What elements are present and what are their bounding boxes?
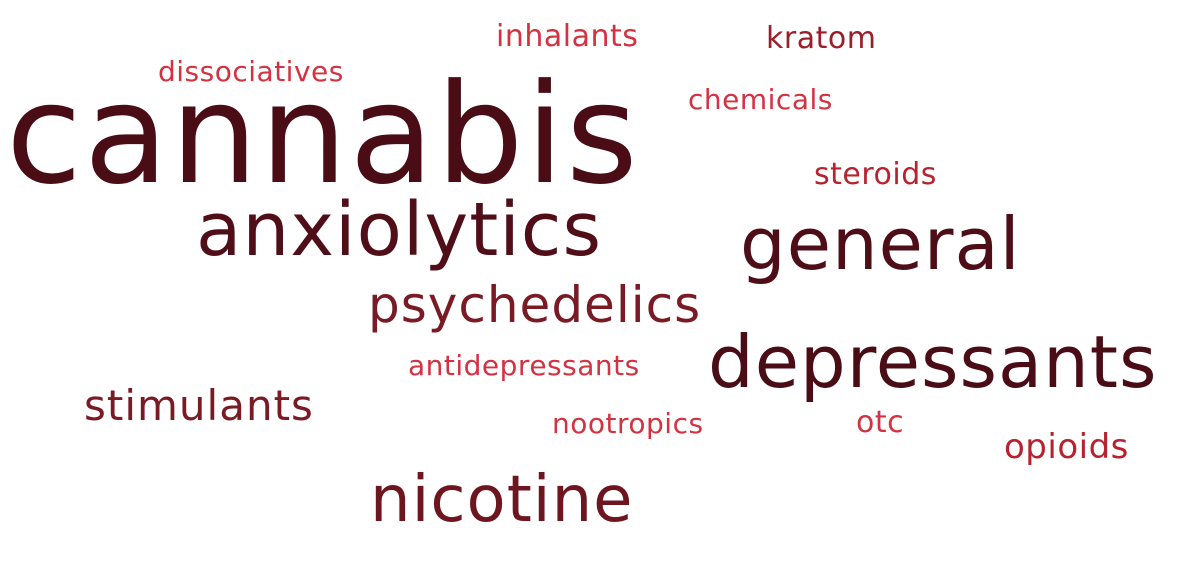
word-general: general bbox=[740, 202, 1021, 286]
word-depressants: depressants bbox=[708, 320, 1158, 404]
word-opioids: opioids bbox=[1004, 427, 1129, 467]
word-steroids: steroids bbox=[814, 157, 937, 192]
word-inhalants: inhalants bbox=[496, 19, 639, 54]
word-kratom: kratom bbox=[766, 21, 877, 56]
word-chemicals: chemicals bbox=[688, 83, 833, 116]
word-nootropics: nootropics bbox=[552, 407, 704, 440]
word-antidepressants: antidepressants bbox=[408, 349, 640, 382]
word-cannabis: cannabis bbox=[6, 54, 640, 215]
word-otc: otc bbox=[856, 405, 905, 440]
word-anxiolytics: anxiolytics bbox=[196, 187, 603, 273]
word-dissociatives: dissociatives bbox=[158, 55, 344, 88]
word-stimulants: stimulants bbox=[84, 381, 314, 430]
word-nicotine: nicotine bbox=[370, 463, 634, 537]
word-psychedelics: psychedelics bbox=[368, 276, 702, 334]
